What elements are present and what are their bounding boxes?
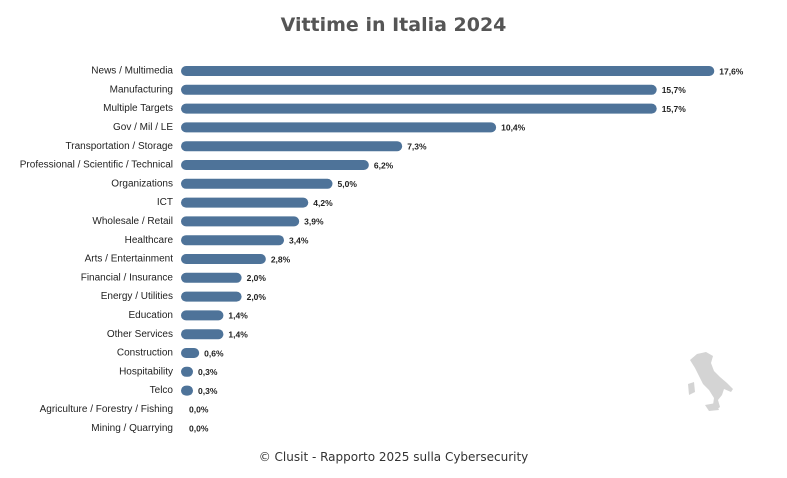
bar <box>181 178 333 189</box>
category-label: Agriculture / Forestry / Fishing <box>40 404 173 415</box>
value-label: 3,9% <box>304 217 324 227</box>
bar <box>181 141 403 152</box>
bar <box>181 122 497 133</box>
bar <box>181 254 266 264</box>
value-label: 0,0% <box>189 423 209 433</box>
value-label: 2,0% <box>247 292 267 302</box>
bar <box>181 291 242 302</box>
category-label: ICT <box>157 197 173 208</box>
value-label: 6,2% <box>374 160 394 170</box>
category-label: Wholesale / Retail <box>92 216 173 227</box>
bar <box>181 272 242 283</box>
category-label: Telco <box>150 385 174 396</box>
category-label: Manufacturing <box>110 84 173 95</box>
category-label: Gov / Mil / LE <box>113 122 173 133</box>
value-label: 10,4% <box>501 123 526 133</box>
value-label: 0,6% <box>204 348 224 358</box>
value-label: 1,4% <box>228 311 248 321</box>
value-label: 15,7% <box>662 104 687 114</box>
category-label: News / Multimedia <box>91 66 173 77</box>
value-label: 4,2% <box>313 198 333 208</box>
chart-title: Vittime in Italia 2024 <box>280 14 507 36</box>
footer-credit: © Clusit - Rapporto 2025 sulla Cybersecu… <box>258 450 529 464</box>
value-label: 2,8% <box>271 254 291 264</box>
bar <box>181 366 193 377</box>
value-label: 0,0% <box>189 405 209 415</box>
bar <box>181 348 200 358</box>
bar <box>181 235 285 246</box>
bar <box>181 103 657 114</box>
category-label: Organizations <box>111 178 173 189</box>
category-label: Hospitability <box>119 366 173 377</box>
category-label: Professional / Scientific / Technical <box>20 160 173 171</box>
value-label: 1,4% <box>228 329 248 339</box>
category-label: Energy / Utilities <box>101 291 173 302</box>
bar <box>181 216 300 227</box>
category-label: Healthcare <box>125 235 174 246</box>
bar <box>181 310 224 321</box>
value-label: 3,4% <box>289 235 309 245</box>
bar <box>181 66 715 76</box>
category-label: Other Services <box>107 329 173 340</box>
italy-map-icon <box>688 352 733 411</box>
value-label: 5,0% <box>338 179 358 189</box>
bar <box>181 385 193 396</box>
bar <box>181 160 369 170</box>
category-label: Education <box>129 310 173 321</box>
value-label: 0,3% <box>198 367 218 377</box>
category-label: Construction <box>117 348 173 359</box>
value-label: 17,6% <box>719 66 744 76</box>
bar <box>181 197 309 208</box>
value-label: 2,0% <box>247 273 267 283</box>
category-label: Mining / Quarrying <box>91 423 173 434</box>
bar <box>181 84 657 95</box>
value-label: 15,7% <box>662 85 687 95</box>
value-label: 7,3% <box>407 141 427 151</box>
category-label: Transportation / Storage <box>66 141 174 152</box>
category-label: Financial / Insurance <box>81 272 174 283</box>
bar <box>181 329 224 340</box>
category-label: Arts / Entertainment <box>85 254 174 265</box>
category-label: Multiple Targets <box>103 103 173 114</box>
value-label: 0,3% <box>198 386 218 396</box>
